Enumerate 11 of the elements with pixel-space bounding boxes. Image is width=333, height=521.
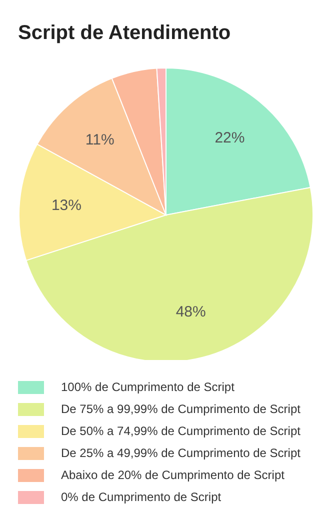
legend-label: De 75% a 99,99% de Cumprimento de Script [61, 402, 300, 416]
data-label: 11% [85, 132, 114, 149]
legend-label: 100% de Cumprimento de Script [61, 380, 234, 394]
legend-label: De 50% a 74,99% de Cumprimento de Script [61, 424, 300, 438]
legend-label: De 25% a 49,99% de Cumprimento de Script [61, 446, 300, 460]
legend-label: Abaixo de 20% de Cumprimento de Script [61, 468, 284, 482]
data-label: 48% [176, 303, 206, 320]
legend-label: 0% de Cumprimento de Script [61, 490, 222, 504]
chart-title: Script de Atendimento [17, 21, 232, 46]
data-label: 13% [51, 197, 82, 214]
data-label: 22% [214, 129, 245, 146]
